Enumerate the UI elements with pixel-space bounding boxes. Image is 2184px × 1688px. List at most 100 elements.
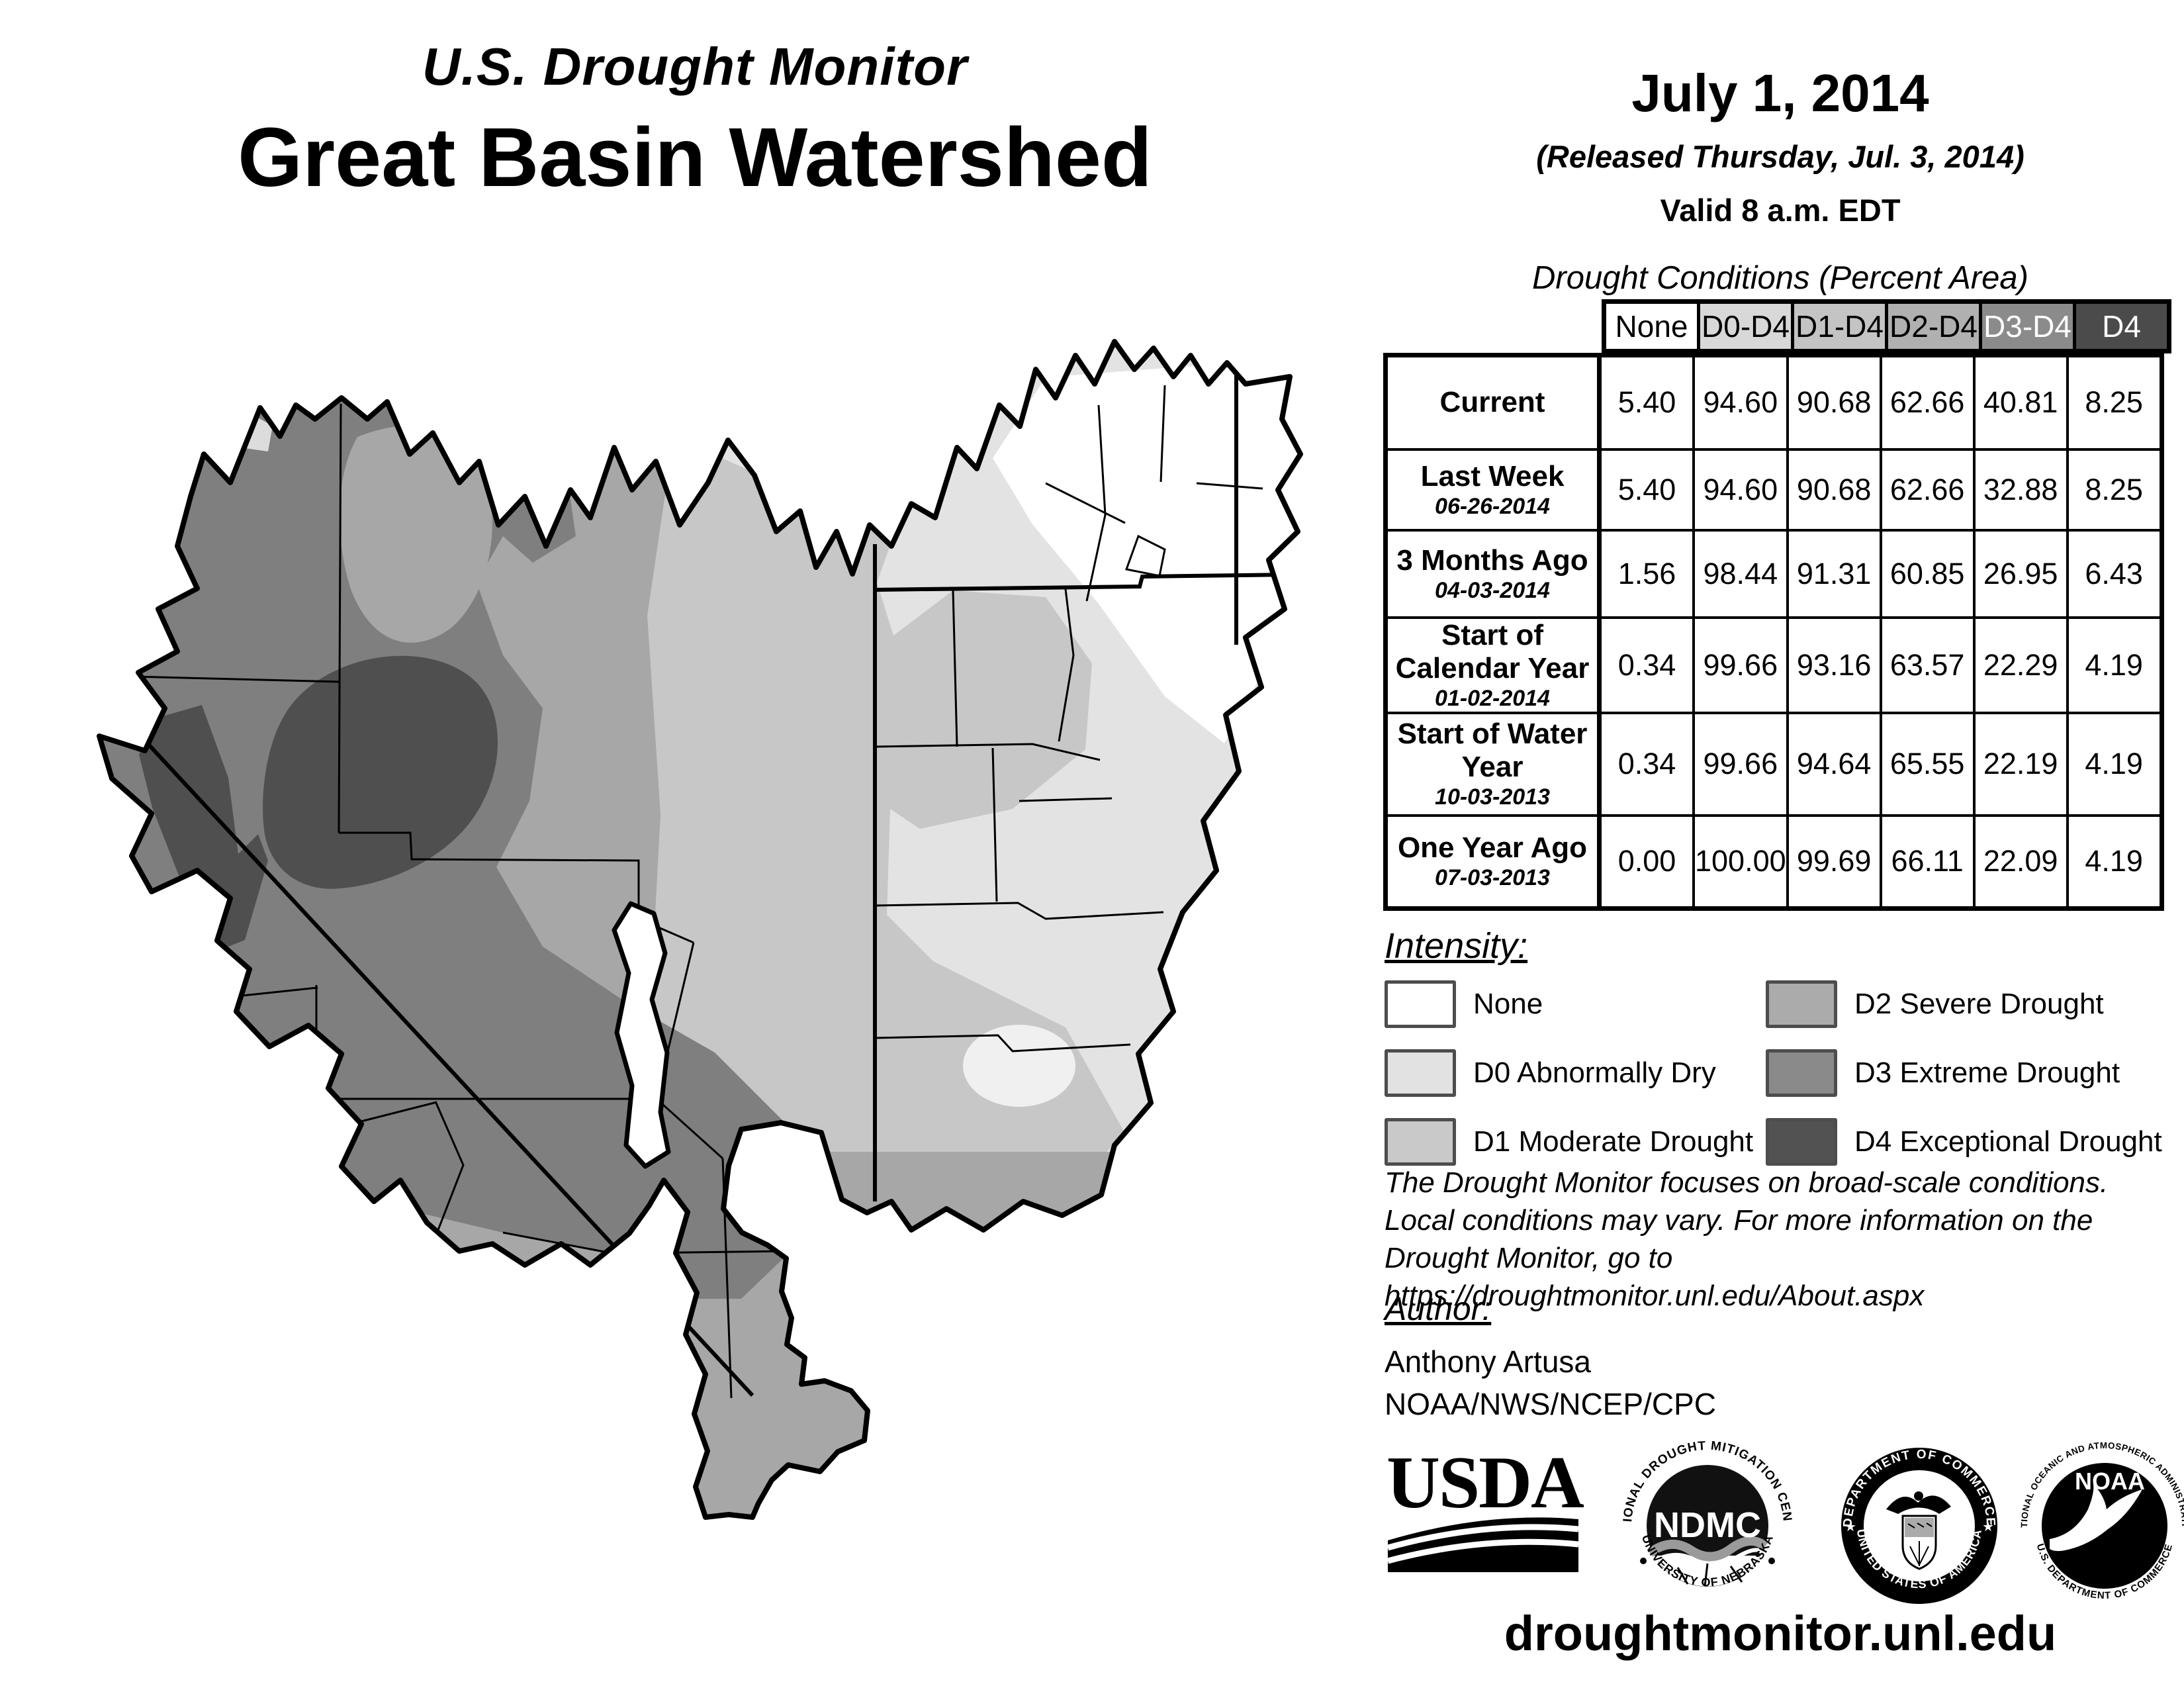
cell-value: 99.66 <box>1692 711 1789 817</box>
d3-swatch <box>1766 1049 1837 1097</box>
usda-wordmark: USDA <box>1387 1442 1584 1524</box>
legend-item-d4: D4 Exceptional Drought <box>1766 1118 2162 1166</box>
none-swatch <box>1385 980 1456 1028</box>
drought-table-header: None D0-D4 D1-D4 D2-D4 D3-D4 D4 <box>1602 299 2171 353</box>
legend-label: D1 Moderate Drought <box>1473 1125 1754 1158</box>
cell-value: 1.56 <box>1598 528 1695 619</box>
cell-value: 100.00 <box>1692 814 1789 910</box>
d1-swatch <box>1385 1118 1456 1166</box>
legend-item-d0: D0 Abnormally Dry <box>1385 1049 1753 1097</box>
cell-value: 93.16 <box>1786 616 1882 714</box>
cell-value: 4.19 <box>2066 616 2163 714</box>
column-header-none: None <box>1602 300 1700 353</box>
cell-value: 60.85 <box>1879 528 1976 619</box>
logo-row: USDA NATIONAL DROUGHT MITIGATION CENTER … <box>1377 1423 2184 1604</box>
page-title: Great Basin Watershed <box>238 111 1152 204</box>
valid-time: Valid 8 a.m. EDT <box>1660 193 1901 228</box>
usda-logo-icon: USDA <box>1387 1442 1586 1572</box>
cell-value: 5.40 <box>1598 353 1695 451</box>
doc-eagle <box>1886 1495 1951 1514</box>
footer-url: droughtmonitor.unl.edu <box>1504 1606 2057 1661</box>
cell-value: 62.66 <box>1879 353 1976 451</box>
cell-value: 98.44 <box>1692 528 1789 619</box>
cell-value: 99.66 <box>1692 616 1789 714</box>
released-date: (Released Thursday, Jul. 3, 2014) <box>1536 139 2025 174</box>
cell-value: 99.69 <box>1786 814 1882 910</box>
legend-label: D4 Exceptional Drought <box>1854 1125 2162 1158</box>
column-header-d2-d4: D2-D4 <box>1885 300 1982 353</box>
cell-value: 4.19 <box>2066 711 2163 817</box>
report-supertitle: U.S. Drought Monitor <box>422 37 968 96</box>
table-row: Start of Water Year 10-03-2013 0.34 99.6… <box>1384 711 2163 817</box>
map-none-region <box>993 357 1300 743</box>
cell-value: 94.60 <box>1692 447 1789 532</box>
author-organization: NOAA/NWS/NCEP/CPC <box>1385 1387 1716 1421</box>
cell-value: 66.11 <box>1879 814 1976 910</box>
cell-value: 0.00 <box>1598 814 1695 910</box>
table-row: One Year Ago 07-03-2013 0.00 100.00 99.6… <box>1384 814 2163 910</box>
row-label: Start of Calendar Year <box>1395 618 1590 684</box>
cell-value: 0.34 <box>1598 616 1695 714</box>
column-header-d0-d4: D0-D4 <box>1697 300 1794 353</box>
table-row: Last Week 06-26-2014 5.40 94.60 90.68 62… <box>1384 447 2163 532</box>
legend-item-d1: D1 Moderate Drought <box>1385 1118 1754 1166</box>
cell-value: 63.57 <box>1879 616 1976 714</box>
doc-star-right: ★ <box>1982 1520 1994 1534</box>
row-date: 01-02-2014 <box>1435 685 1550 711</box>
cell-value: 4.19 <box>2066 814 2163 910</box>
table-row: Current 5.40 94.60 90.68 62.66 40.81 8.2… <box>1384 353 2163 451</box>
legend-label: None <box>1473 988 1543 1020</box>
legend-label: D0 Abnormally Dry <box>1473 1056 1716 1089</box>
cell-value: 22.29 <box>1972 616 2069 714</box>
legend-column-right: D2 Severe Drought D3 Extreme Drought D4 … <box>1766 980 2162 1166</box>
column-header-d3-d4: D3-D4 <box>1979 300 2076 353</box>
d2-swatch <box>1766 980 1837 1028</box>
map-d2-inner-patch <box>340 425 492 643</box>
d4-swatch <box>1766 1118 1837 1166</box>
cell-value: 26.95 <box>1972 528 2069 619</box>
cell-value: 65.55 <box>1879 711 1976 817</box>
cell-value: 22.19 <box>1972 711 2069 817</box>
legend-column-left: None D0 Abnormally Dry D1 Moderate Droug… <box>1385 980 1754 1166</box>
column-header-d4: D4 <box>2073 300 2171 353</box>
map-light-patch-southeast <box>963 1025 1075 1107</box>
date-block: July 1, 2014 (Released Thursday, Jul. 3,… <box>1436 63 2124 228</box>
drought-map <box>40 285 1373 1668</box>
cell-value: 0.34 <box>1598 711 1695 817</box>
noaa-gull <box>2050 1484 2142 1552</box>
cell-value: 32.88 <box>1972 447 2069 532</box>
doc-star-left: ★ <box>1844 1520 1856 1534</box>
legend-item-d3: D3 Extreme Drought <box>1766 1049 2162 1097</box>
map-date: July 1, 2014 <box>1631 64 1929 122</box>
commerce-seal-icon: DEPARTMENT OF COMMERCE UNITED STATES OF … <box>1841 1448 1997 1604</box>
ndmc-wordmark: NDMC <box>1654 1505 1761 1545</box>
legend-label: D3 Extreme Drought <box>1854 1056 2120 1089</box>
cell-value: 90.68 <box>1786 353 1882 451</box>
drought-table: Current 5.40 94.60 90.68 62.66 40.81 8.2… <box>1383 353 2164 911</box>
cell-value: 5.40 <box>1598 447 1695 532</box>
map-d4-region <box>139 655 498 953</box>
author-name: Anthony Artusa <box>1385 1344 1591 1379</box>
row-date: 10-03-2013 <box>1435 784 1550 810</box>
cell-value: 6.43 <box>2066 528 2163 619</box>
row-date: 04-03-2014 <box>1435 577 1550 603</box>
row-date: 07-03-2013 <box>1435 865 1550 891</box>
legend-label: D2 Severe Drought <box>1854 988 2104 1020</box>
cell-value: 91.31 <box>1786 528 1882 619</box>
row-label: Start of Water Year <box>1397 718 1588 783</box>
row-date: 06-26-2014 <box>1435 493 1550 519</box>
cell-value: 90.68 <box>1786 447 1882 532</box>
author-heading: Author: <box>1385 1290 1492 1327</box>
cell-value: 62.66 <box>1879 447 1976 532</box>
noaa-wordmark: NOAA <box>2075 1468 2145 1495</box>
cell-value: 22.09 <box>1972 814 2069 910</box>
title-block: U.S. Drought Monitor Great Basin Watersh… <box>159 36 1231 205</box>
legend-item-d2: D2 Severe Drought <box>1766 980 2162 1028</box>
column-header-d1-d4: D1-D4 <box>1791 300 1888 353</box>
table-caption: Drought Conditions (Percent Area) <box>1532 260 2028 296</box>
d0-swatch <box>1385 1049 1456 1097</box>
table-row: 3 Months Ago 04-03-2014 1.56 98.44 91.31… <box>1384 528 2163 619</box>
row-label: Current <box>1439 386 1545 419</box>
row-label: One Year Ago <box>1397 831 1588 865</box>
cell-value: 8.25 <box>2066 447 2163 532</box>
